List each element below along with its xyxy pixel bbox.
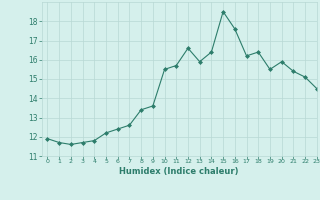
X-axis label: Humidex (Indice chaleur): Humidex (Indice chaleur) [119,167,239,176]
